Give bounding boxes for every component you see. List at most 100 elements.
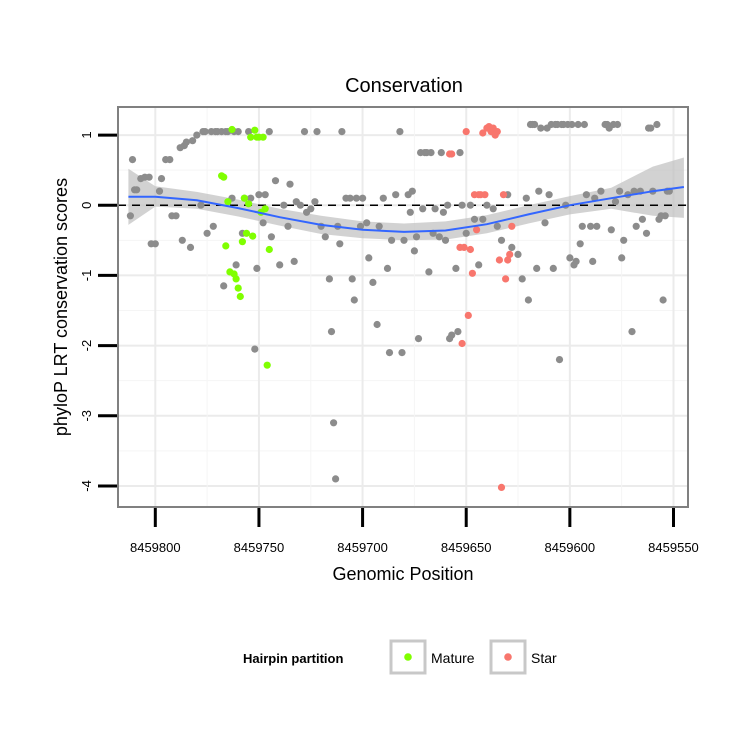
data-point-other xyxy=(456,149,464,157)
data-point-star xyxy=(481,191,489,199)
x-tick-label: 8459700 xyxy=(337,540,388,555)
data-point-other xyxy=(593,222,601,230)
data-point-other xyxy=(524,296,533,304)
data-point-other xyxy=(410,247,418,255)
data-point-other xyxy=(653,120,661,129)
data-point-mature xyxy=(236,292,244,301)
data-point-other xyxy=(462,229,470,237)
data-point-other xyxy=(628,328,636,336)
data-point-star xyxy=(499,191,508,199)
data-point-other xyxy=(549,264,557,272)
data-point-other xyxy=(232,261,240,269)
data-point-other xyxy=(234,128,242,136)
y-tick-label: -1 xyxy=(79,270,94,282)
data-point-mature xyxy=(238,238,246,246)
data-point-other xyxy=(439,208,447,216)
smooth-trend-line xyxy=(128,186,685,233)
data-point-other xyxy=(659,296,667,304)
data-point-other xyxy=(338,128,346,136)
x-tick-label: 8459800 xyxy=(130,540,181,555)
data-point-other xyxy=(470,215,479,223)
data-point-other xyxy=(385,349,394,357)
data-point-other xyxy=(290,257,298,265)
x-tick-label: 8459650 xyxy=(441,540,492,555)
data-point-other xyxy=(541,219,549,227)
data-point-other xyxy=(435,233,443,241)
data-point-star xyxy=(502,275,510,283)
data-point-other xyxy=(466,201,474,209)
data-point-other xyxy=(572,257,580,265)
data-point-other xyxy=(253,264,261,272)
data-point-mature xyxy=(249,232,257,240)
data-point-other xyxy=(580,120,589,129)
data-point-mature xyxy=(222,242,230,250)
legend-title: Hairpin partition xyxy=(243,651,343,666)
data-point-other xyxy=(574,120,582,129)
data-point-other xyxy=(336,240,344,248)
data-point-other xyxy=(348,275,356,283)
legend-marker-star xyxy=(504,653,512,661)
data-point-star xyxy=(464,311,472,319)
data-point-mature xyxy=(247,133,255,141)
data-point-other xyxy=(578,222,586,230)
data-point-other xyxy=(479,215,487,223)
data-point-mature xyxy=(228,125,236,134)
data-point-mature xyxy=(240,194,248,202)
data-point-star xyxy=(504,256,512,264)
data-point-other xyxy=(400,236,408,244)
data-point-other xyxy=(259,219,267,227)
data-point-other xyxy=(531,120,539,129)
chart-title: Conservation xyxy=(345,75,463,97)
plot-border xyxy=(117,106,689,508)
data-point-other xyxy=(616,187,624,195)
data-point-other xyxy=(325,275,333,283)
data-point-other xyxy=(425,268,433,276)
data-point-other xyxy=(587,222,595,230)
data-point-other xyxy=(537,124,545,132)
data-point-other xyxy=(454,328,462,336)
data-point-mature xyxy=(220,173,228,181)
data-points xyxy=(126,120,673,491)
data-point-other xyxy=(618,254,626,262)
data-point-other xyxy=(535,187,543,195)
data-point-other xyxy=(166,156,174,164)
data-point-star xyxy=(493,128,501,136)
data-point-other xyxy=(296,201,304,209)
data-point-star xyxy=(462,128,470,136)
data-point-other xyxy=(518,275,526,283)
data-point-other xyxy=(145,173,153,181)
data-point-other xyxy=(265,128,273,136)
data-point-other xyxy=(155,187,164,195)
legend: Hairpin partition Mature Star xyxy=(243,639,557,675)
data-point-other xyxy=(193,131,201,139)
data-point-star xyxy=(473,226,481,234)
data-point-other xyxy=(346,194,354,202)
data-point-other xyxy=(363,219,371,227)
data-point-other xyxy=(589,257,597,265)
data-point-other xyxy=(448,331,456,339)
data-point-mature xyxy=(251,126,259,134)
data-point-other xyxy=(452,264,460,272)
y-axis-title: phyloP LRT conservation scores xyxy=(51,178,71,436)
data-point-other xyxy=(286,180,294,188)
data-point-other xyxy=(128,156,137,164)
data-point-other xyxy=(321,233,329,241)
data-point-star xyxy=(448,150,456,158)
data-point-other xyxy=(497,236,506,244)
data-point-other xyxy=(611,198,620,206)
y-tick-label: -2 xyxy=(79,340,94,352)
data-point-other xyxy=(330,419,338,427)
data-point-other xyxy=(356,222,365,230)
data-point-other xyxy=(126,212,134,220)
data-point-other xyxy=(247,194,255,202)
data-point-other xyxy=(271,177,280,185)
data-point-other xyxy=(186,243,195,251)
data-point-other xyxy=(388,236,396,244)
data-point-star xyxy=(466,245,474,254)
data-point-other xyxy=(568,120,576,129)
data-point-star xyxy=(497,483,506,491)
data-point-other xyxy=(383,264,392,272)
data-point-mature xyxy=(242,229,251,237)
data-point-other xyxy=(475,261,483,269)
data-point-other xyxy=(647,124,655,132)
